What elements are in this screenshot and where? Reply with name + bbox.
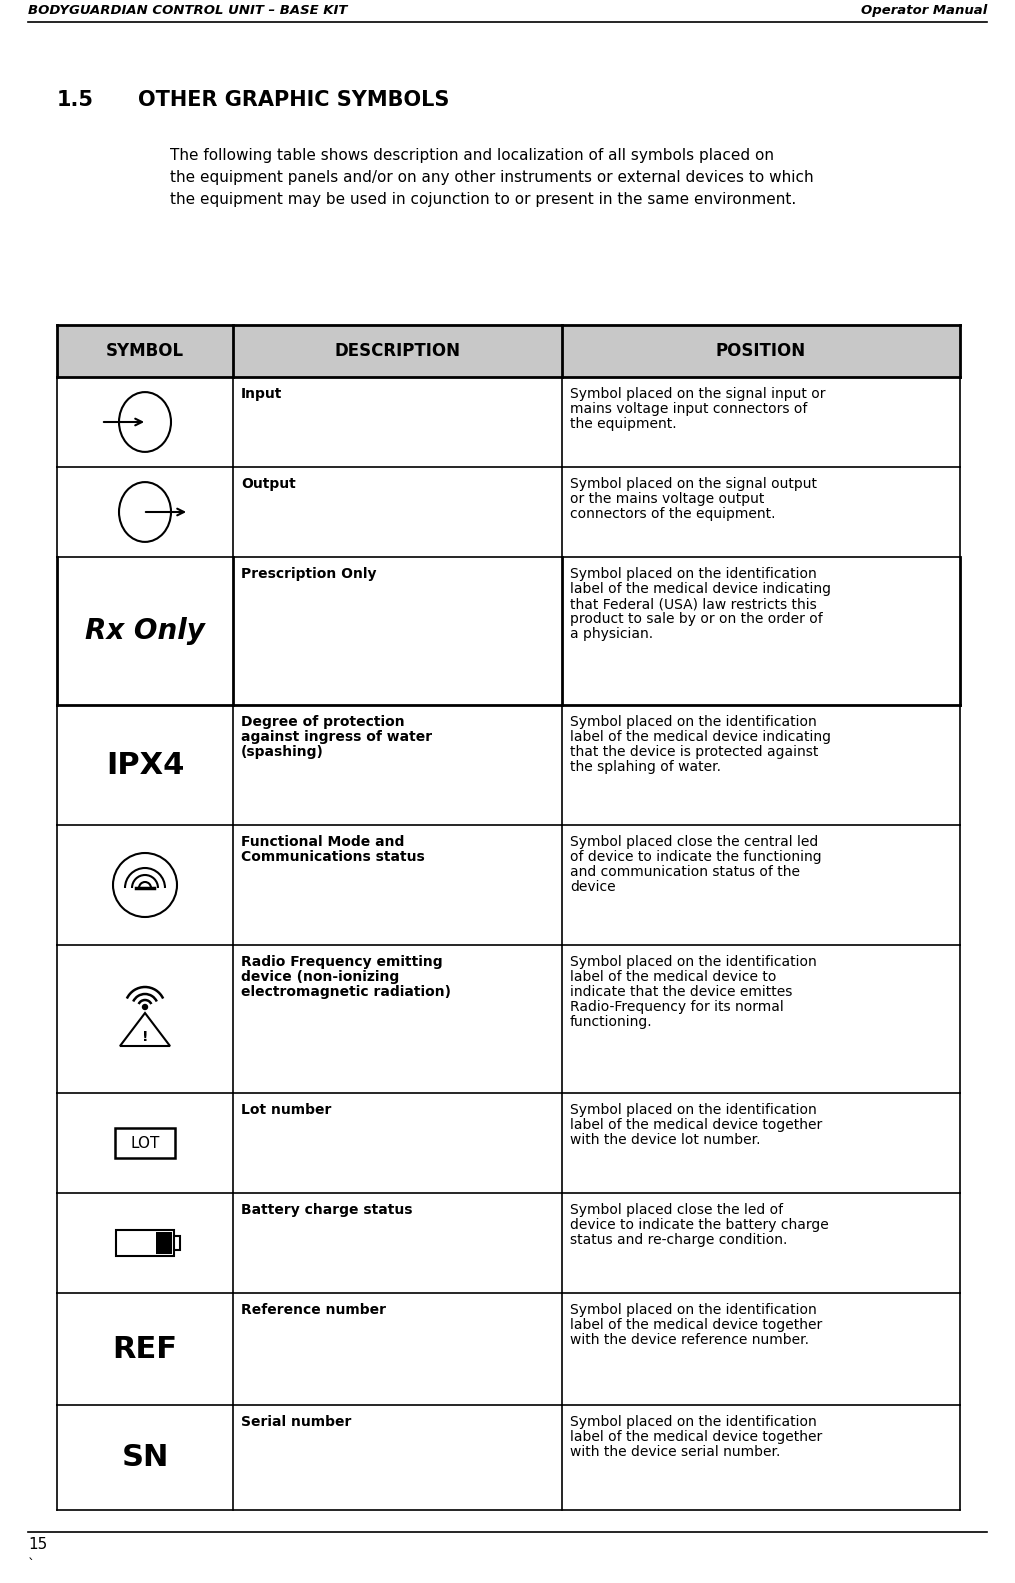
Text: that the device is protected against: that the device is protected against bbox=[570, 746, 818, 758]
Text: Output: Output bbox=[241, 476, 295, 491]
Text: the equipment may be used in cojunction to or present in the same environment.: the equipment may be used in cojunction … bbox=[170, 192, 796, 207]
Text: the equipment panels and/or on any other instruments or external devices to whic: the equipment panels and/or on any other… bbox=[170, 169, 814, 185]
Text: SYMBOL: SYMBOL bbox=[106, 342, 184, 359]
Text: device (non-ionizing: device (non-ionizing bbox=[241, 970, 399, 985]
Text: or the mains voltage output: or the mains voltage output bbox=[570, 492, 764, 507]
Text: Radio Frequency emitting: Radio Frequency emitting bbox=[241, 955, 443, 969]
Text: label of the medical device together: label of the medical device together bbox=[570, 1118, 822, 1132]
Text: Functional Mode and: Functional Mode and bbox=[241, 834, 404, 848]
Bar bbox=[156, 1232, 172, 1254]
Text: POSITION: POSITION bbox=[716, 342, 806, 359]
Text: Input: Input bbox=[241, 386, 282, 400]
Text: REF: REF bbox=[113, 1334, 178, 1363]
Text: !: ! bbox=[142, 1031, 148, 1045]
Circle shape bbox=[142, 1005, 147, 1010]
Text: Prescription Only: Prescription Only bbox=[241, 567, 377, 581]
Text: OTHER GRAPHIC SYMBOLS: OTHER GRAPHIC SYMBOLS bbox=[138, 90, 450, 109]
Text: Symbol placed on the identification: Symbol placed on the identification bbox=[570, 716, 817, 730]
Text: the splahing of water.: the splahing of water. bbox=[570, 760, 721, 774]
Text: (spashing): (spashing) bbox=[241, 746, 324, 758]
Text: Battery charge status: Battery charge status bbox=[241, 1203, 412, 1217]
Text: status and re-charge condition.: status and re-charge condition. bbox=[570, 1233, 788, 1247]
Text: product to sale by or on the order of: product to sale by or on the order of bbox=[570, 613, 823, 625]
Text: Symbol placed close the central led: Symbol placed close the central led bbox=[570, 834, 818, 848]
Text: mains voltage input connectors of: mains voltage input connectors of bbox=[570, 402, 807, 416]
Text: and communication status of the: and communication status of the bbox=[570, 864, 800, 879]
Text: the equipment.: the equipment. bbox=[570, 416, 677, 431]
Text: Radio-Frequency for its normal: Radio-Frequency for its normal bbox=[570, 1000, 784, 1015]
Text: Symbol placed on the identification: Symbol placed on the identification bbox=[570, 1103, 817, 1118]
Text: label of the medical device indicating: label of the medical device indicating bbox=[570, 583, 831, 597]
Text: SN: SN bbox=[122, 1444, 168, 1472]
Text: Lot number: Lot number bbox=[241, 1103, 331, 1118]
Text: label of the medical device indicating: label of the medical device indicating bbox=[570, 730, 831, 744]
Text: Symbol placed on the identification: Symbol placed on the identification bbox=[570, 567, 817, 581]
Bar bbox=[115, 1129, 175, 1159]
Text: 15: 15 bbox=[28, 1537, 48, 1551]
Text: Symbol placed on the signal input or: Symbol placed on the signal input or bbox=[570, 386, 825, 400]
Text: with the device reference number.: with the device reference number. bbox=[570, 1333, 809, 1347]
Text: with the device serial number.: with the device serial number. bbox=[570, 1445, 781, 1460]
Text: DESCRIPTION: DESCRIPTION bbox=[335, 342, 461, 359]
Text: `: ` bbox=[28, 1558, 35, 1572]
Text: Symbol placed close the led of: Symbol placed close the led of bbox=[570, 1203, 784, 1217]
Text: Serial number: Serial number bbox=[241, 1415, 351, 1429]
Text: The following table shows description and localization of all symbols placed on: The following table shows description an… bbox=[170, 147, 774, 163]
Text: label of the medical device together: label of the medical device together bbox=[570, 1319, 822, 1331]
Text: Symbol placed on the identification: Symbol placed on the identification bbox=[570, 1415, 817, 1429]
Text: LOT: LOT bbox=[130, 1135, 159, 1151]
Text: Rx Only: Rx Only bbox=[85, 617, 205, 644]
Text: label of the medical device together: label of the medical device together bbox=[570, 1429, 822, 1444]
Text: device to indicate the battery charge: device to indicate the battery charge bbox=[570, 1217, 829, 1232]
Text: label of the medical device to: label of the medical device to bbox=[570, 970, 776, 985]
Text: Symbol placed on the identification: Symbol placed on the identification bbox=[570, 955, 817, 969]
Bar bbox=[174, 1236, 180, 1251]
Text: Symbol placed on the signal output: Symbol placed on the signal output bbox=[570, 476, 817, 491]
Text: functioning.: functioning. bbox=[570, 1015, 653, 1029]
Text: with the device lot number.: with the device lot number. bbox=[570, 1133, 760, 1148]
Text: connectors of the equipment.: connectors of the equipment. bbox=[570, 507, 775, 521]
Text: a physician.: a physician. bbox=[570, 627, 653, 641]
Text: that Federal (USA) law restricts this: that Federal (USA) law restricts this bbox=[570, 597, 817, 611]
Text: Symbol placed on the identification: Symbol placed on the identification bbox=[570, 1303, 817, 1317]
Text: device: device bbox=[570, 880, 616, 894]
Bar bbox=[57, 325, 960, 377]
Text: Degree of protection: Degree of protection bbox=[241, 716, 405, 730]
Text: Communications status: Communications status bbox=[241, 850, 424, 864]
Text: Operator Manual: Operator Manual bbox=[861, 5, 987, 17]
Bar bbox=[116, 1230, 174, 1255]
Text: Reference number: Reference number bbox=[241, 1303, 386, 1317]
Text: of device to indicate the functioning: of device to indicate the functioning bbox=[570, 850, 821, 864]
Text: against ingress of water: against ingress of water bbox=[241, 730, 432, 744]
Text: BODYGUARDIAN CONTROL UNIT – BASE KIT: BODYGUARDIAN CONTROL UNIT – BASE KIT bbox=[28, 5, 347, 17]
Text: IPX4: IPX4 bbox=[106, 750, 184, 779]
Text: indicate that the device emittes: indicate that the device emittes bbox=[570, 985, 793, 999]
Text: 1.5: 1.5 bbox=[57, 90, 94, 109]
Text: electromagnetic radiation): electromagnetic radiation) bbox=[241, 985, 451, 999]
